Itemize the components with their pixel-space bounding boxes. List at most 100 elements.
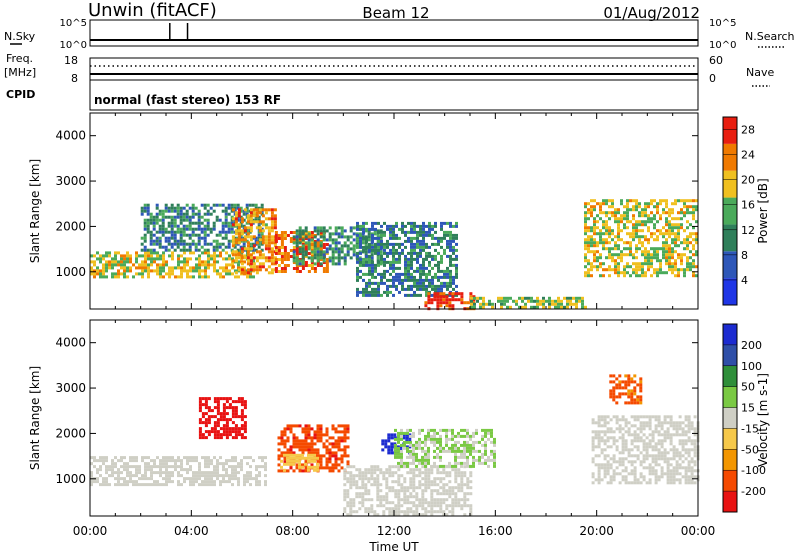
echo-cell <box>418 471 422 475</box>
echo-cell <box>689 256 692 260</box>
echo-cell <box>454 292 458 296</box>
echo-cell <box>390 436 394 440</box>
echo-cell <box>627 401 631 405</box>
echo-cell <box>690 457 694 461</box>
echo-cell <box>448 474 452 478</box>
echo-cell <box>446 254 449 258</box>
echo-cell <box>404 293 407 297</box>
echo-cell <box>365 272 368 276</box>
date-title: 01/Aug/2012 <box>603 4 700 22</box>
echo-cell <box>433 504 437 508</box>
echo-cell <box>231 263 234 267</box>
echo-cell <box>398 266 401 270</box>
echo-cell <box>662 250 665 254</box>
echo-cell <box>609 389 613 393</box>
echo-cell <box>228 430 232 434</box>
echo-cell <box>171 266 174 270</box>
echo-cell <box>416 242 419 246</box>
echo-cell <box>203 227 207 231</box>
echo-cell <box>370 468 374 472</box>
echo-cell <box>93 263 96 267</box>
echo-cell <box>117 471 120 475</box>
echo-cell <box>554 302 557 306</box>
echo-cell <box>629 208 632 212</box>
echo-cell <box>392 248 395 252</box>
echo-cell <box>427 455 430 459</box>
echo-cell <box>316 229 320 233</box>
echo-cell <box>313 226 317 230</box>
echo-cell <box>439 480 443 484</box>
echo-cell <box>295 442 299 446</box>
echo-cell <box>621 433 625 437</box>
colorbar-frame <box>722 116 738 306</box>
echo-cell <box>449 230 452 234</box>
echo-cell <box>277 234 281 237</box>
echo-cell <box>90 269 93 273</box>
echo-cell <box>421 513 425 517</box>
echo-cell <box>677 271 680 275</box>
echo-cell <box>283 460 287 464</box>
echo-cell <box>141 254 144 258</box>
echo-cell <box>180 269 183 273</box>
echo-cell <box>371 293 374 297</box>
echo-cell <box>473 302 476 306</box>
echo-cell <box>310 234 314 237</box>
echo-cell <box>304 460 308 464</box>
echo-cell <box>132 465 135 469</box>
echo-cell <box>623 253 626 257</box>
echo-cell <box>395 257 398 261</box>
echo-cell <box>361 504 365 508</box>
echo-cell <box>672 457 676 461</box>
echo-cell <box>436 489 440 493</box>
echo-cell <box>457 483 461 487</box>
echo-cell <box>371 227 374 231</box>
echo-cell <box>400 437 403 441</box>
echo-cell <box>687 481 691 485</box>
echo-cell <box>270 271 274 275</box>
echo-cell <box>224 233 228 237</box>
echo-cell <box>90 254 93 258</box>
echo-cell <box>392 266 395 270</box>
echo-cell <box>246 232 250 236</box>
echo-cell <box>602 268 605 272</box>
echo-cell <box>449 254 452 258</box>
echo-cell <box>186 260 189 264</box>
echo-cell <box>331 241 335 245</box>
echo-cell <box>451 304 455 308</box>
echo-cell <box>451 464 454 468</box>
echo-cell <box>215 233 219 237</box>
echo-cell <box>173 224 177 228</box>
echo-cell <box>168 474 171 478</box>
echo-cell <box>331 247 335 251</box>
echo-cell <box>641 235 644 239</box>
echo-cell <box>454 480 458 484</box>
echo-cell <box>644 247 647 251</box>
echo-cell <box>675 472 679 476</box>
echo-cell <box>277 237 281 240</box>
echo-cell <box>240 427 244 431</box>
echo-cell <box>448 301 452 305</box>
echo-cell <box>192 471 195 475</box>
echo-cell <box>197 236 201 240</box>
echo-cell <box>180 266 183 270</box>
echo-cell <box>322 270 326 273</box>
echo-cell <box>264 468 267 472</box>
echo-cell <box>380 257 383 261</box>
echo-cell <box>606 427 610 431</box>
echo-cell <box>612 386 616 390</box>
echo-cell <box>246 262 250 266</box>
echo-cell <box>599 256 602 260</box>
echo-cell <box>337 445 341 449</box>
echo-cell <box>224 206 228 210</box>
echo-cell <box>533 299 536 303</box>
echo-cell <box>690 424 694 428</box>
echo-cell <box>313 468 316 472</box>
echo-cell <box>189 269 192 273</box>
echo-cell <box>189 456 192 460</box>
echo-cell <box>451 449 454 453</box>
echo-cell <box>377 293 380 297</box>
echo-cell <box>493 443 496 447</box>
echo-cell <box>280 258 284 261</box>
echo-cell <box>656 271 659 275</box>
